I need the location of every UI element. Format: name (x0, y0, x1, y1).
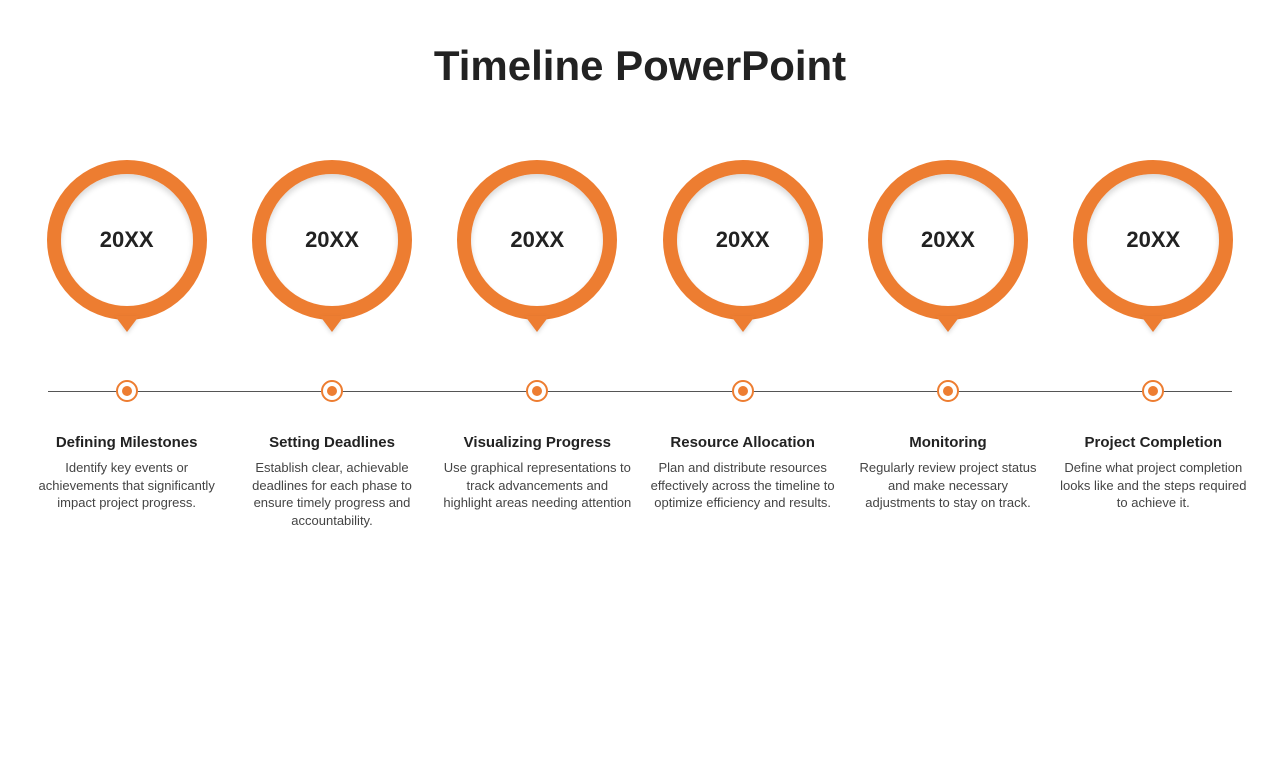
item-heading: Defining Milestones (56, 434, 198, 451)
item-body: Define what project completion looks lik… (1059, 459, 1248, 512)
marker-tail (731, 316, 755, 332)
marker-year: 20XX (305, 227, 359, 253)
dot-ring-icon (1142, 380, 1164, 402)
text-row: Defining Milestones Identify key events … (24, 434, 1256, 529)
item-body: Establish clear, achievable deadlines fo… (237, 459, 426, 529)
marker-year: 20XX (100, 227, 154, 253)
text-item: Resource Allocation Plan and distribute … (640, 434, 845, 529)
marker-circle: 20XX (252, 160, 412, 320)
dot-item (24, 380, 229, 404)
dot-item (229, 380, 434, 404)
axis-wrapper (24, 380, 1256, 404)
marker-circle: 20XX (1073, 160, 1233, 320)
dots-row (24, 380, 1256, 404)
marker-year: 20XX (921, 227, 975, 253)
marker-year: 20XX (716, 227, 770, 253)
item-heading: Monitoring (909, 434, 986, 451)
marker-item: 20XX (640, 160, 845, 332)
marker-year: 20XX (510, 227, 564, 253)
item-heading: Project Completion (1085, 434, 1223, 451)
item-body: Identify key events or achievements that… (32, 459, 221, 512)
dot-item (845, 380, 1050, 404)
text-item: Monitoring Regularly review project stat… (845, 434, 1050, 529)
marker-item: 20XX (229, 160, 434, 332)
item-body: Plan and distribute resources effectivel… (648, 459, 837, 512)
marker-item: 20XX (1051, 160, 1256, 332)
markers-row: 20XX 20XX 20XX 20XX 20XX 20XX (24, 160, 1256, 332)
timeline-container: 20XX 20XX 20XX 20XX 20XX 20XX (0, 160, 1280, 529)
text-item: Project Completion Define what project c… (1051, 434, 1256, 529)
marker-year: 20XX (1126, 227, 1180, 253)
text-item: Visualizing Progress Use graphical repre… (435, 434, 640, 529)
marker-tail (320, 316, 344, 332)
marker-circle: 20XX (47, 160, 207, 320)
dot-ring-icon (526, 380, 548, 402)
text-item: Defining Milestones Identify key events … (24, 434, 229, 529)
dot-ring-icon (937, 380, 959, 402)
text-item: Setting Deadlines Establish clear, achie… (229, 434, 434, 529)
page-title: Timeline PowerPoint (0, 42, 1280, 90)
item-body: Regularly review project status and make… (853, 459, 1042, 512)
item-body: Use graphical representations to track a… (443, 459, 632, 512)
dot-item (1051, 380, 1256, 404)
marker-circle: 20XX (457, 160, 617, 320)
dot-core-icon (738, 386, 748, 396)
item-heading: Setting Deadlines (269, 434, 395, 451)
dot-ring-icon (321, 380, 343, 402)
dot-core-icon (327, 386, 337, 396)
marker-item: 20XX (845, 160, 1050, 332)
dot-ring-icon (732, 380, 754, 402)
dot-ring-icon (116, 380, 138, 402)
marker-tail (525, 316, 549, 332)
dot-item (435, 380, 640, 404)
dot-core-icon (122, 386, 132, 396)
marker-tail (1141, 316, 1165, 332)
marker-circle: 20XX (868, 160, 1028, 320)
marker-circle: 20XX (663, 160, 823, 320)
marker-tail (115, 316, 139, 332)
dot-item (640, 380, 845, 404)
dot-core-icon (1148, 386, 1158, 396)
marker-tail (936, 316, 960, 332)
dot-core-icon (943, 386, 953, 396)
item-heading: Resource Allocation (670, 434, 814, 451)
item-heading: Visualizing Progress (464, 434, 611, 451)
marker-item: 20XX (24, 160, 229, 332)
dot-core-icon (532, 386, 542, 396)
marker-item: 20XX (435, 160, 640, 332)
